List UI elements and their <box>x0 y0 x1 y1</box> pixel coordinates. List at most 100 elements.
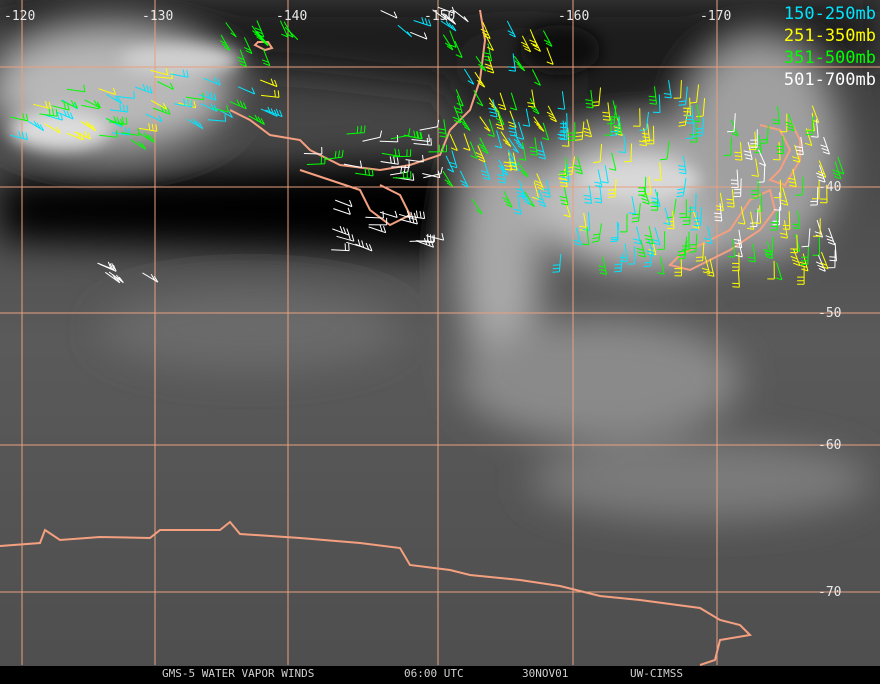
wind-barb <box>346 239 365 248</box>
wind-barb <box>632 226 642 245</box>
wind-barb <box>398 210 417 221</box>
wind-barb <box>469 141 478 159</box>
wind-barb <box>33 100 52 110</box>
wind-barb <box>753 135 762 154</box>
lon-label: -140 <box>276 9 307 24</box>
wind-barb <box>497 92 507 111</box>
latitude-labels: -40 -50 -60 -70 <box>818 180 841 600</box>
wind-barb <box>799 253 809 272</box>
wind-barb <box>343 160 363 168</box>
wind-barb <box>638 176 647 196</box>
wind-barb <box>573 227 582 246</box>
wind-barb <box>248 114 265 125</box>
wind-barb <box>800 246 809 266</box>
wind-barb <box>480 21 491 40</box>
wind-barb <box>673 80 682 99</box>
wind-barb <box>97 261 115 271</box>
wind-barb <box>678 155 687 175</box>
wind-barb <box>483 43 493 62</box>
wind-barb <box>405 154 424 163</box>
wind-barb <box>10 113 29 122</box>
wind-barb <box>559 157 567 176</box>
wind-barb <box>779 187 789 206</box>
wind-barb <box>567 122 576 141</box>
wind-barb <box>666 210 675 230</box>
wind-barb <box>392 149 412 158</box>
wind-barb <box>121 128 140 136</box>
wind-barb <box>108 271 124 284</box>
wind-barb <box>520 35 532 53</box>
wind-barb <box>508 152 518 171</box>
cloud-detail <box>10 25 700 200</box>
wind-barb <box>495 112 504 131</box>
wind-barb <box>368 217 388 226</box>
wind-barb <box>428 144 447 153</box>
wind-barb <box>641 123 651 142</box>
wind-barb <box>60 100 78 109</box>
wind-barb <box>381 148 401 157</box>
wind-barb <box>508 118 518 137</box>
wind-barb <box>582 212 591 231</box>
wind-barb <box>748 131 757 151</box>
wind-barb <box>422 170 441 179</box>
wind-barb <box>785 113 795 132</box>
wind-barb <box>618 134 627 153</box>
wind-barb <box>28 120 45 132</box>
wind-barb <box>750 129 758 148</box>
wind-barb <box>613 253 624 273</box>
wind-barb <box>135 84 153 94</box>
wind-barb <box>645 238 655 257</box>
lon-label: -150 <box>424 9 455 24</box>
wind-barb <box>792 210 801 229</box>
wind-barb <box>445 155 455 173</box>
wind-barb <box>546 105 558 123</box>
wind-barb <box>751 180 759 199</box>
wind-barb <box>594 169 603 188</box>
wind-barb <box>517 162 529 178</box>
wind-barb <box>732 252 740 272</box>
wind-barb <box>238 86 256 95</box>
wind-barb <box>437 6 456 14</box>
wind-barb <box>500 131 512 147</box>
wind-barb <box>174 98 193 108</box>
wind-barb <box>773 141 781 161</box>
wind-barb <box>531 69 541 86</box>
wind-barb <box>695 242 705 262</box>
wind-barb <box>306 156 326 165</box>
wind-barb <box>520 188 531 205</box>
wind-barb <box>686 120 695 139</box>
legend-entry: 351-500mb <box>784 48 876 68</box>
wind-barb <box>529 137 538 156</box>
wind-barb <box>440 20 457 32</box>
wind-barb <box>145 113 163 123</box>
wind-barb <box>811 119 819 138</box>
wind-barb <box>703 225 713 244</box>
wind-barb <box>442 171 454 187</box>
wind-barb <box>775 262 783 281</box>
wind-barb <box>473 90 484 107</box>
wind-barb <box>591 223 602 243</box>
wind-barb <box>763 241 774 259</box>
wind-barb <box>801 228 811 248</box>
wind-barb <box>734 142 743 161</box>
wind-barb <box>619 243 628 263</box>
wind-barb <box>390 165 410 176</box>
wind-barb <box>689 84 700 104</box>
wind-barb <box>518 142 527 161</box>
wind-barb <box>106 116 124 126</box>
wind-barb <box>513 55 526 72</box>
wind-barb <box>138 132 155 143</box>
wind-barb <box>559 121 568 141</box>
wind-barb <box>767 260 775 280</box>
legend-entry: 251-350mb <box>784 26 876 46</box>
wind-barb <box>531 181 540 200</box>
wind-barb <box>508 137 520 154</box>
wind-barb <box>502 190 513 208</box>
wind-barb <box>380 10 398 19</box>
wind-barb <box>442 34 454 51</box>
wind-barb <box>715 192 724 211</box>
wind-barb <box>810 186 819 206</box>
wind-barb <box>636 239 646 258</box>
wind-barb <box>459 115 471 131</box>
